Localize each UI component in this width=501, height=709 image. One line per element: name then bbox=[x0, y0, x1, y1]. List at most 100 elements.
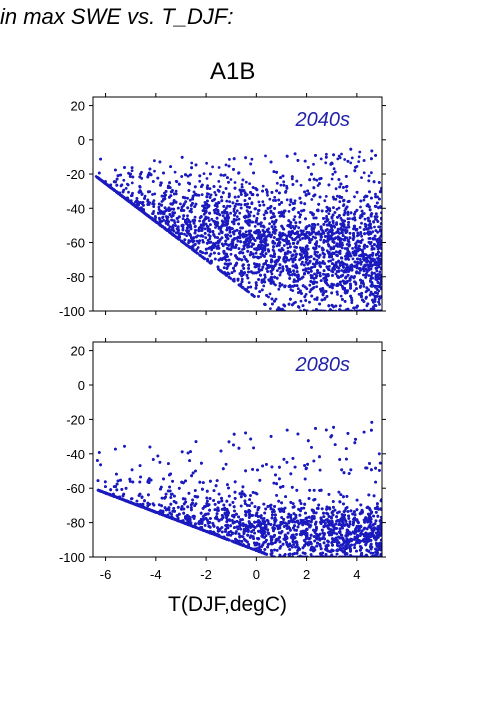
data-point bbox=[327, 304, 331, 308]
data-point bbox=[258, 290, 262, 293]
data-point bbox=[359, 205, 362, 209]
data-point bbox=[331, 228, 334, 232]
data-point bbox=[321, 287, 325, 290]
data-point bbox=[351, 247, 354, 250]
data-point bbox=[363, 258, 366, 262]
data-point bbox=[293, 227, 296, 230]
data-point bbox=[269, 307, 272, 310]
data-point bbox=[376, 257, 379, 260]
data-point bbox=[293, 215, 297, 219]
data-point bbox=[376, 247, 380, 251]
data-point bbox=[183, 232, 186, 236]
data-point bbox=[343, 247, 347, 250]
data-point bbox=[235, 209, 239, 213]
data-point bbox=[273, 299, 276, 303]
data-point bbox=[184, 200, 188, 204]
data-point bbox=[288, 268, 292, 271]
data-point bbox=[293, 152, 297, 156]
data-point bbox=[261, 265, 265, 269]
data-point bbox=[272, 245, 275, 249]
data-point bbox=[234, 202, 238, 206]
data-point bbox=[277, 287, 281, 291]
data-point bbox=[272, 249, 276, 253]
data-point bbox=[312, 246, 315, 250]
data-point bbox=[315, 285, 319, 288]
data-point bbox=[234, 246, 238, 249]
data-point bbox=[240, 183, 244, 186]
data-point bbox=[321, 251, 325, 255]
data-point bbox=[301, 256, 305, 260]
data-point bbox=[213, 257, 217, 261]
data-point bbox=[198, 179, 202, 183]
data-point bbox=[192, 221, 196, 225]
data-point bbox=[263, 230, 267, 234]
data-point bbox=[202, 172, 206, 176]
data-point bbox=[357, 155, 361, 159]
data-point bbox=[345, 189, 348, 193]
data-point bbox=[338, 241, 342, 245]
data-point bbox=[373, 225, 376, 229]
data-point bbox=[227, 192, 231, 196]
data-point bbox=[367, 288, 370, 292]
data-point bbox=[196, 246, 200, 249]
data-point bbox=[377, 276, 381, 280]
data-point bbox=[204, 210, 208, 214]
data-point bbox=[223, 211, 227, 215]
data-point bbox=[180, 232, 184, 236]
data-point bbox=[370, 171, 373, 175]
data-point bbox=[339, 283, 342, 286]
data-point bbox=[367, 179, 371, 183]
data-point bbox=[265, 259, 268, 263]
data-point bbox=[224, 206, 228, 210]
data-point bbox=[228, 231, 232, 234]
data-point bbox=[237, 195, 240, 199]
data-point bbox=[256, 193, 259, 197]
data-point bbox=[184, 173, 187, 177]
data-point bbox=[306, 236, 310, 239]
data-point bbox=[235, 215, 239, 219]
data-point bbox=[299, 233, 303, 237]
data-point bbox=[349, 147, 353, 151]
data-point bbox=[186, 206, 190, 210]
data-point bbox=[213, 244, 217, 248]
data-point bbox=[353, 275, 356, 278]
data-point bbox=[368, 219, 371, 223]
data-point bbox=[130, 166, 134, 170]
data-point bbox=[332, 224, 336, 228]
data-point bbox=[272, 199, 275, 202]
data-point bbox=[226, 255, 229, 258]
data-point bbox=[366, 302, 370, 306]
data-point bbox=[338, 200, 342, 204]
data-point bbox=[130, 181, 134, 185]
data-point bbox=[271, 302, 274, 306]
data-point bbox=[371, 251, 375, 255]
data-point bbox=[237, 217, 241, 221]
data-point bbox=[286, 246, 290, 250]
data-point bbox=[359, 278, 362, 282]
data-point bbox=[319, 225, 323, 229]
data-point bbox=[375, 269, 379, 273]
data-point bbox=[370, 263, 374, 267]
data-point bbox=[376, 230, 379, 234]
data-point bbox=[220, 242, 224, 246]
data-point bbox=[377, 285, 381, 288]
data-point bbox=[298, 220, 302, 224]
data-point bbox=[369, 274, 373, 278]
data-point bbox=[221, 191, 225, 195]
data-point bbox=[320, 298, 324, 302]
data-point bbox=[186, 230, 190, 234]
data-point bbox=[229, 252, 233, 256]
data-point bbox=[275, 181, 279, 185]
data-point bbox=[225, 211, 229, 214]
data-point bbox=[349, 161, 353, 165]
data-point bbox=[300, 209, 303, 213]
data-point bbox=[312, 216, 316, 220]
data-point bbox=[324, 195, 328, 198]
data-point bbox=[233, 195, 237, 199]
data-point bbox=[217, 232, 221, 236]
data-point bbox=[288, 242, 291, 246]
data-point bbox=[168, 181, 172, 185]
data-point bbox=[360, 291, 364, 295]
data-point bbox=[309, 269, 313, 273]
data-point bbox=[309, 255, 313, 258]
